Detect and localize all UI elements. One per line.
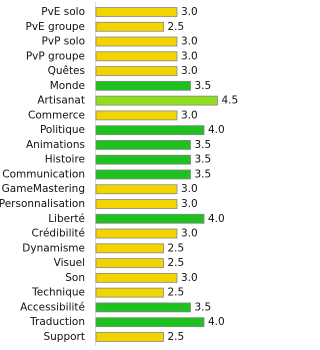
bar [95, 199, 178, 209]
category-label: Dynamisme [22, 242, 85, 254]
category-label: Liberté [48, 213, 85, 225]
bar [95, 228, 178, 239]
bar [95, 332, 164, 342]
value-label: 3.0 [181, 6, 198, 18]
value-label: 2.5 [168, 257, 185, 269]
bar [95, 66, 178, 76]
category-label: Animations [26, 139, 85, 151]
bar [95, 51, 178, 62]
value-label: 3.0 [181, 36, 198, 48]
value-label: 3.0 [181, 183, 198, 195]
bar [95, 169, 191, 180]
value-label: 3.5 [195, 168, 212, 180]
bar [95, 184, 178, 195]
value-label: 3.0 [181, 228, 198, 240]
category-label: Monde [50, 80, 85, 92]
category-label: GameMastering [2, 183, 85, 195]
bar [95, 80, 191, 91]
value-label: 2.5 [168, 21, 185, 33]
bar [95, 213, 205, 224]
value-label: 4.5 [222, 95, 239, 107]
category-label: PvP solo [42, 36, 85, 48]
value-label: 4.0 [208, 124, 225, 136]
value-label: 3.0 [181, 50, 198, 62]
value-label: 3.0 [181, 198, 198, 210]
category-label: PvE groupe [26, 21, 85, 33]
bar [95, 36, 178, 47]
value-label: 3.5 [195, 139, 212, 151]
bar [95, 302, 191, 313]
value-label: 3.0 [181, 109, 198, 121]
value-label: 4.0 [208, 213, 225, 225]
value-label: 2.5 [168, 331, 185, 343]
category-label: Support [43, 331, 85, 343]
value-label: 3.5 [195, 301, 212, 313]
category-label: PvP groupe [26, 50, 85, 62]
category-label: Visuel [54, 257, 85, 269]
category-label: Crédibilité [32, 228, 85, 240]
category-label: Quêtes [48, 65, 85, 77]
category-label: Personnalisation [0, 198, 85, 210]
bar [95, 287, 164, 298]
bar [95, 125, 205, 136]
bar [95, 95, 218, 106]
category-label: Artisanat [37, 95, 85, 107]
bar [95, 140, 191, 150]
value-label: 3.5 [195, 80, 212, 92]
bar [95, 243, 164, 254]
bar [95, 272, 178, 283]
bar [95, 154, 191, 165]
bar [95, 317, 205, 328]
category-label: Son [65, 272, 85, 284]
category-label: Technique [31, 287, 85, 299]
category-label: Commerce [28, 109, 85, 121]
value-label: 3.0 [181, 65, 198, 77]
chart: PvE solo 3.0 PvE groupe 2.5 PvP solo 3.0 PvP g… [0, 2, 239, 346]
bar [95, 7, 178, 17]
bar [95, 258, 164, 268]
category-label: Accessibilité [20, 301, 85, 313]
value-label: 3.5 [195, 154, 212, 166]
category-label: PvE solo [41, 6, 85, 18]
value-label: 2.5 [168, 242, 185, 254]
category-label: Communication [2, 168, 85, 180]
category-label: Traduction [29, 316, 85, 328]
bar [95, 21, 164, 32]
value-label: 2.5 [168, 287, 185, 299]
value-label: 4.0 [208, 316, 225, 328]
bar [95, 110, 178, 121]
category-label: Politique [40, 124, 85, 136]
category-label: Histoire [45, 154, 85, 166]
value-label: 3.0 [181, 272, 198, 284]
